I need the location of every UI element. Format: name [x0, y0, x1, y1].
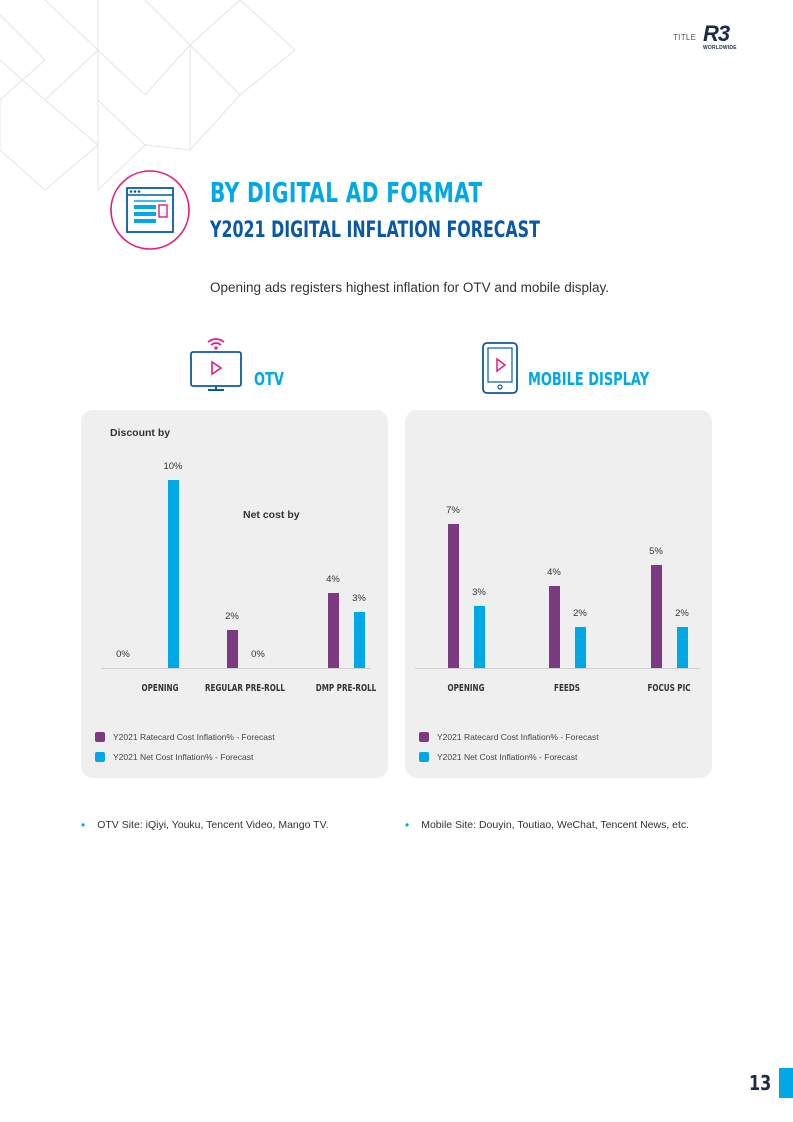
- legend-label-netcost: Y2021 Net Cost Inflation% - Forecast: [437, 752, 578, 762]
- page-number: 13: [749, 1071, 772, 1095]
- mobile-legend-netcost: Y2021 Net Cost Inflation% - Forecast: [419, 752, 577, 762]
- logo-subtitle: WORLDWIDE: [703, 45, 737, 51]
- mobile-chart-panel: Y2021 Ratecard Cost Inflation% - Forecas…: [405, 410, 712, 778]
- header-title-label: TITLE: [673, 33, 697, 42]
- otv-section-label: OTV: [254, 369, 284, 390]
- mobile-play-icon: [482, 342, 518, 394]
- otv-data-label-ratecard-1: 2%: [225, 611, 239, 623]
- browser-window-icon: [110, 170, 190, 250]
- otv-bar-ratecard-2: [327, 592, 339, 668]
- otv-chart-panel: Discount by Net cost by Y2021 Ratecard C…: [81, 410, 388, 778]
- otv-panel-note-netcost: Net cost by: [243, 509, 300, 521]
- mobile-data-label-netcost-2: 2%: [675, 607, 689, 619]
- brand-logo: R3 WORLDWIDE: [703, 23, 747, 53]
- otv-x-axis: [101, 668, 371, 669]
- mobile-category-label-0: OPENING: [447, 683, 485, 694]
- otv-category-label-1: REGULAR PRE-ROLL: [205, 683, 285, 694]
- page-title: BY DIGITAL AD FORMAT: [210, 176, 483, 209]
- bullet-icon: •: [81, 818, 86, 832]
- mobile-category-label-1: FEEDS: [554, 683, 580, 694]
- mobile-data-label-netcost-0: 3%: [472, 587, 486, 599]
- otv-legend-netcost: Y2021 Net Cost Inflation% - Forecast: [95, 752, 253, 762]
- otv-site-note: • OTV Site: iQiyi, Youku, Tencent Video,…: [81, 818, 329, 832]
- otv-bar-netcost-0: [167, 479, 179, 668]
- legend-swatch-ratecard: [95, 732, 105, 742]
- otv-data-label-netcost-1: 0%: [251, 649, 265, 660]
- page-subtitle: Y2021 DIGITAL INFLATION FORECAST: [210, 218, 540, 243]
- mobile-site-text: Mobile Site: Douyin, Toutiao, WeChat, Te…: [421, 819, 690, 831]
- mobile-bar-ratecard-2: [650, 565, 662, 668]
- otv-data-label-netcost-0: 10%: [163, 460, 183, 472]
- mobile-category-label-2: FOCUS PIC: [647, 683, 691, 694]
- tv-play-icon: [190, 338, 242, 391]
- otv-bar-netcost-2: [353, 611, 365, 668]
- mobile-bar-netcost-1: [574, 626, 586, 668]
- otv-data-label-netcost-2: 3%: [352, 592, 366, 604]
- mobile-section-label: MOBILE DISPLAY: [528, 369, 650, 390]
- otv-data-label-ratecard-0: 0%: [116, 649, 130, 660]
- otv-bar-ratecard-1: [226, 630, 238, 668]
- otv-data-label-ratecard-2: 4%: [326, 573, 340, 585]
- otv-panel-note-discount: Discount by: [110, 427, 171, 439]
- legend-swatch-netcost: [95, 752, 105, 762]
- mobile-bar-ratecard-1: [548, 585, 560, 668]
- otv-legend-ratecard: Y2021 Ratecard Cost Inflation% - Forecas…: [95, 732, 275, 742]
- intro-text: Opening ads registers highest inflation …: [210, 280, 609, 295]
- otv-category-label-2: DMP PRE-ROLL: [315, 683, 377, 694]
- mobile-site-note: • Mobile Site: Douyin, Toutiao, WeChat, …: [405, 818, 689, 832]
- mobile-bar-netcost-2: [676, 626, 688, 668]
- otv-site-text: OTV Site: iQiyi, Youku, Tencent Video, M…: [97, 819, 329, 831]
- page-tab-marker: [779, 1068, 793, 1098]
- otv-category-label-0: OPENING: [141, 683, 179, 694]
- mobile-data-label-ratecard-0: 7%: [446, 505, 460, 517]
- legend-swatch-netcost: [419, 752, 429, 762]
- logo-mark: R3: [703, 21, 730, 46]
- legend-label-ratecard: Y2021 Ratecard Cost Inflation% - Forecas…: [437, 732, 599, 742]
- mobile-bar-ratecard-0: [447, 524, 459, 668]
- legend-label-ratecard: Y2021 Ratecard Cost Inflation% - Forecas…: [113, 732, 275, 742]
- mobile-data-label-ratecard-1: 4%: [547, 566, 561, 578]
- mobile-data-label-ratecard-2: 5%: [649, 546, 663, 558]
- background-pattern: [0, 0, 296, 192]
- bullet-icon: •: [405, 818, 410, 832]
- legend-swatch-ratecard: [419, 732, 429, 742]
- mobile-legend-ratecard: Y2021 Ratecard Cost Inflation% - Forecas…: [419, 732, 599, 742]
- mobile-bar-netcost-0: [473, 606, 485, 668]
- legend-label-netcost: Y2021 Net Cost Inflation% - Forecast: [113, 752, 254, 762]
- mobile-data-label-netcost-1: 2%: [573, 607, 587, 619]
- mobile-x-axis: [415, 668, 700, 669]
